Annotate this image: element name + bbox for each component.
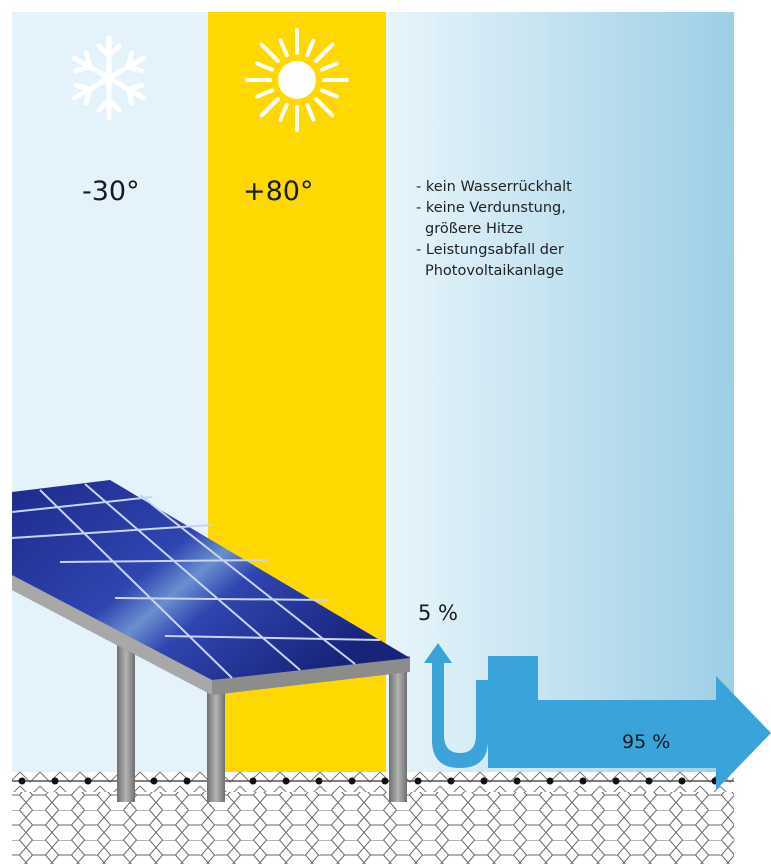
ground-dot [513, 777, 521, 785]
ground-dot [51, 777, 59, 785]
sun-ray [314, 42, 335, 63]
ground-dot [447, 777, 455, 785]
post-front-left [207, 686, 225, 802]
ground-dot [348, 777, 356, 785]
sun-icon [245, 28, 349, 132]
panel-frame-side [12, 575, 212, 695]
ground-dot [183, 777, 191, 785]
ground-dot [480, 777, 488, 785]
solar-installation [11, 480, 410, 802]
post-front-right [389, 666, 407, 802]
ground-dot [579, 777, 587, 785]
ground-dot [249, 777, 257, 785]
effect-note: - keine Verdunstung, [416, 200, 566, 216]
ground-dot [315, 777, 323, 785]
sun-ray [314, 97, 335, 118]
sun-ray [259, 42, 280, 63]
ground-dot [150, 777, 158, 785]
flow-arrow-small [424, 643, 488, 768]
ground-dot [414, 777, 422, 785]
effect-note: - kein Wasserrückhalt [416, 179, 572, 195]
sun-ray [305, 102, 316, 122]
effect-note: Photovoltaikanlage [425, 263, 564, 279]
effects-list: - kein Wasserrückhalt - keine Verdunstun… [416, 177, 656, 282]
flow-arrow-large [476, 656, 771, 790]
flow-small-label: 5 % [418, 601, 458, 625]
post-back-left [117, 620, 135, 802]
panel-grid [11, 483, 381, 679]
sun-ray [259, 97, 280, 118]
ground-dot [546, 777, 554, 785]
effect-note: größere Hitze [425, 221, 524, 237]
ground-dot [282, 777, 290, 785]
sun-ray [305, 38, 316, 58]
ground-dot [381, 777, 389, 785]
sun-ray [278, 102, 289, 122]
water-flow [424, 643, 771, 790]
sun-ray [319, 88, 339, 99]
sun-ray [255, 61, 275, 72]
ground-dot [678, 777, 686, 785]
gradient-zone [386, 12, 734, 772]
snowflake-icon [71, 35, 147, 121]
flow-large-label: 95 % [622, 731, 671, 753]
ground-dot [18, 777, 26, 785]
hot-temperature-label: +80° [243, 176, 314, 207]
ground-dot [84, 777, 92, 785]
sun-ray [278, 38, 289, 58]
sun-ray [319, 61, 339, 72]
cold-temperature-label: -30° [82, 176, 140, 207]
ground-dot [612, 777, 620, 785]
effect-note: - Leistungsabfall der [416, 242, 564, 258]
ground-dot [645, 777, 653, 785]
sun-ray [255, 88, 275, 99]
ground-gravel [12, 792, 734, 864]
